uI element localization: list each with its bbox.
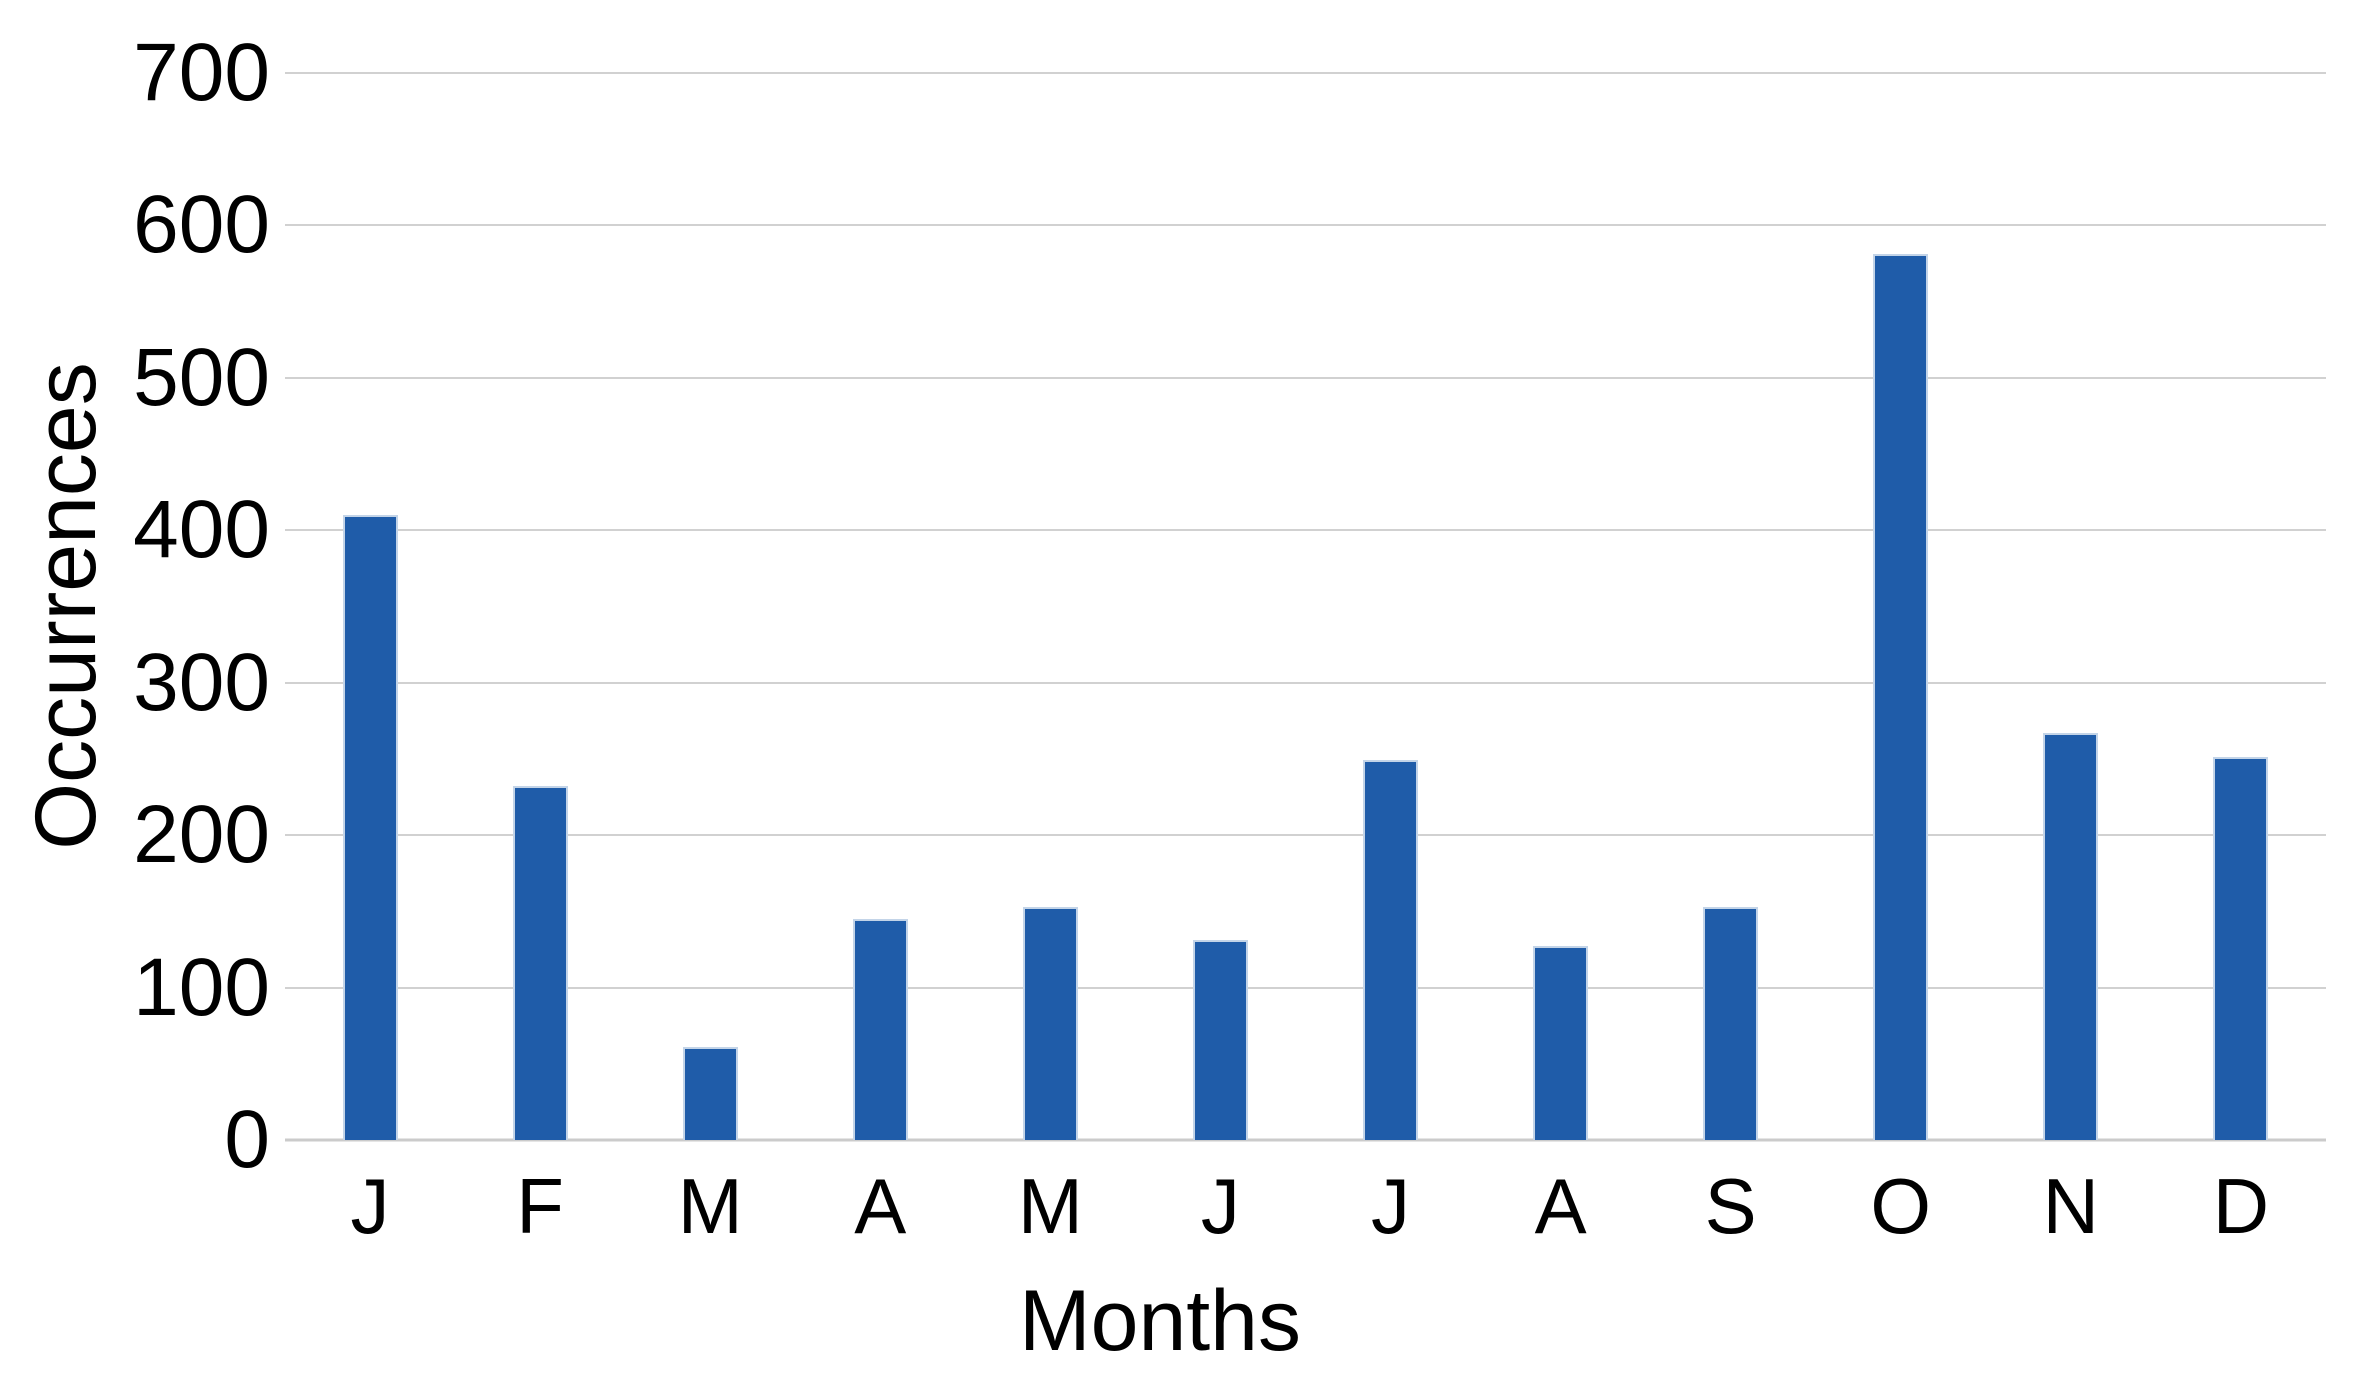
bar-slot-1-j: [285, 73, 455, 1140]
ytick-label-500: 500: [133, 331, 270, 423]
bar-slot-8-a: [1476, 73, 1646, 1140]
gridline-700: [285, 72, 2326, 74]
bar-slot-6-j: [1135, 73, 1305, 1140]
gridline-400: [285, 529, 2326, 532]
bar-slot-12-d: [2156, 73, 2326, 1140]
ytick-label-100: 100: [133, 941, 270, 1033]
bar-a-8: [1533, 946, 1589, 1140]
xtick-label-12-d: D: [2212, 1162, 2270, 1250]
bar-s-9: [1703, 906, 1759, 1140]
bar-j-6: [1192, 940, 1248, 1140]
y-axis-title: Occurrences: [18, 362, 114, 850]
bar-j-7: [1363, 760, 1418, 1140]
ytick-label-700: 700: [133, 27, 270, 118]
bar-f-2: [512, 786, 568, 1140]
ytick-label-400: 400: [133, 484, 270, 576]
xtick-label-3-m: M: [677, 1162, 743, 1250]
bar-o-10: [1873, 254, 1929, 1140]
xtick-label-11-n: N: [2042, 1162, 2099, 1250]
ytick-label-200: 200: [133, 789, 270, 881]
xtick-label-1-j: J: [350, 1162, 390, 1250]
bar-a-4: [852, 918, 908, 1140]
bars-layer: [285, 73, 2326, 1140]
gridline-600: [285, 224, 2326, 227]
plot-area: [285, 72, 2326, 1142]
bar-slot-11-n: [1986, 73, 2156, 1140]
xtick-label-10-o: O: [1870, 1162, 1932, 1250]
xtick-label-4-a: A: [854, 1162, 907, 1250]
bar-slot-5-m: [965, 73, 1135, 1140]
gridline-100: [285, 986, 2326, 989]
bar-j-1: [342, 515, 398, 1140]
ytick-label-0: 0: [224, 1094, 270, 1185]
ytick-label-300: 300: [133, 636, 270, 728]
x-axis-title: Months: [1018, 1273, 1302, 1369]
bar-slot-7-j: [1305, 73, 1475, 1140]
bar-d-12: [2213, 757, 2269, 1140]
bar-slot-10-o: [1816, 73, 1986, 1140]
bar-slot-3-m: [625, 73, 795, 1140]
xtick-label-9-s: S: [1704, 1162, 1757, 1250]
gridline-300: [285, 681, 2326, 684]
gridline-200: [285, 834, 2326, 837]
bar-slot-9-s: [1646, 73, 1816, 1140]
xtick-label-7-j: J: [1371, 1162, 1410, 1250]
xtick-label-2-f: F: [516, 1162, 564, 1250]
xtick-label-5-m: M: [1017, 1162, 1083, 1250]
x-axis-baseline: [285, 1138, 2326, 1142]
ytick-label-600: 600: [133, 179, 270, 271]
bar-slot-2-f: [455, 73, 625, 1140]
xtick-label-8-a: A: [1534, 1162, 1587, 1250]
bar-m-5: [1022, 906, 1078, 1140]
bar-m-3: [682, 1047, 738, 1140]
bar-slot-4-a: [795, 73, 965, 1140]
xtick-label-6-j: J: [1200, 1162, 1240, 1250]
gridline-500: [285, 376, 2326, 379]
bar-n-11: [2043, 733, 2099, 1140]
